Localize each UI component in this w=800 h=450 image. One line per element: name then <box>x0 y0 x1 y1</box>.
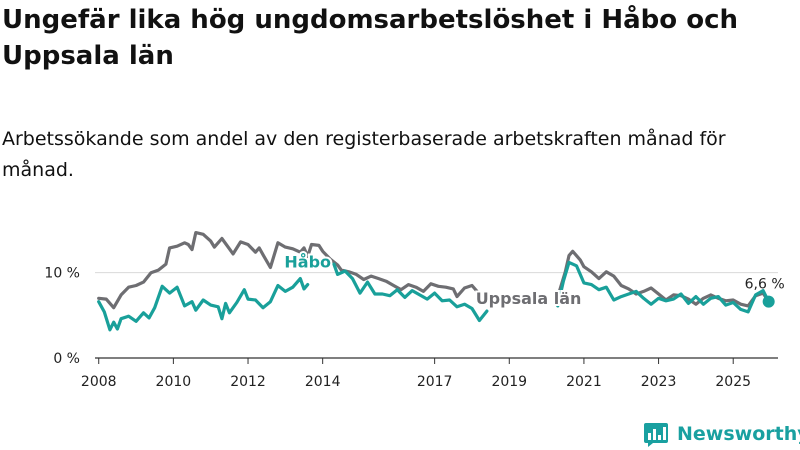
x-tick-label: 2014 <box>305 374 341 390</box>
x-tick-label: 2008 <box>81 374 117 390</box>
y-axis: 0 % 10 % <box>44 266 80 367</box>
x-tick-label: 2023 <box>641 374 677 390</box>
x-tick-label: 2012 <box>230 374 266 390</box>
newsworthy-logo-icon <box>644 423 668 447</box>
chart-subtitle: Arbetssökande som andel av den registerb… <box>2 128 726 181</box>
series-line-habo <box>97 277 310 332</box>
brand-name: Newsworthy <box>677 423 800 445</box>
series-label: Uppsala län <box>476 289 582 308</box>
series-line-uppsala-lan <box>97 231 481 310</box>
series-line-uppsala-lan <box>556 249 771 308</box>
line-chart: 0 % 10 % 2008 2010 2012 2014 2017 2019 2021 2023… <box>44 231 785 390</box>
series-layer <box>97 231 771 332</box>
series-label: Håbo <box>284 253 331 272</box>
labels-layer: Uppsala län Håbo 6,6 % <box>282 251 785 311</box>
y-tick-label: 0 % <box>53 351 80 367</box>
x-tick-label: 2019 <box>491 374 527 390</box>
x-tick-label: 2010 <box>156 374 192 390</box>
x-tick-label: 2025 <box>715 374 751 390</box>
x-tick-label: 2021 <box>566 374 602 390</box>
chart-title: Ungefär lika hög ungdomsarbetslöshet i H… <box>2 5 738 71</box>
brand-logo: Newsworthy <box>643 420 800 448</box>
x-tick-label: 2017 <box>417 374 453 390</box>
x-axis: 2008 2010 2012 2014 2017 2019 2021 2023 2025 <box>81 357 778 390</box>
end-value-label: 6,6 % <box>745 277 785 293</box>
series-line-habo <box>556 260 771 314</box>
end-point-marker <box>762 295 775 308</box>
y-tick-label: 10 % <box>44 266 80 282</box>
series-line-habo <box>332 262 489 323</box>
